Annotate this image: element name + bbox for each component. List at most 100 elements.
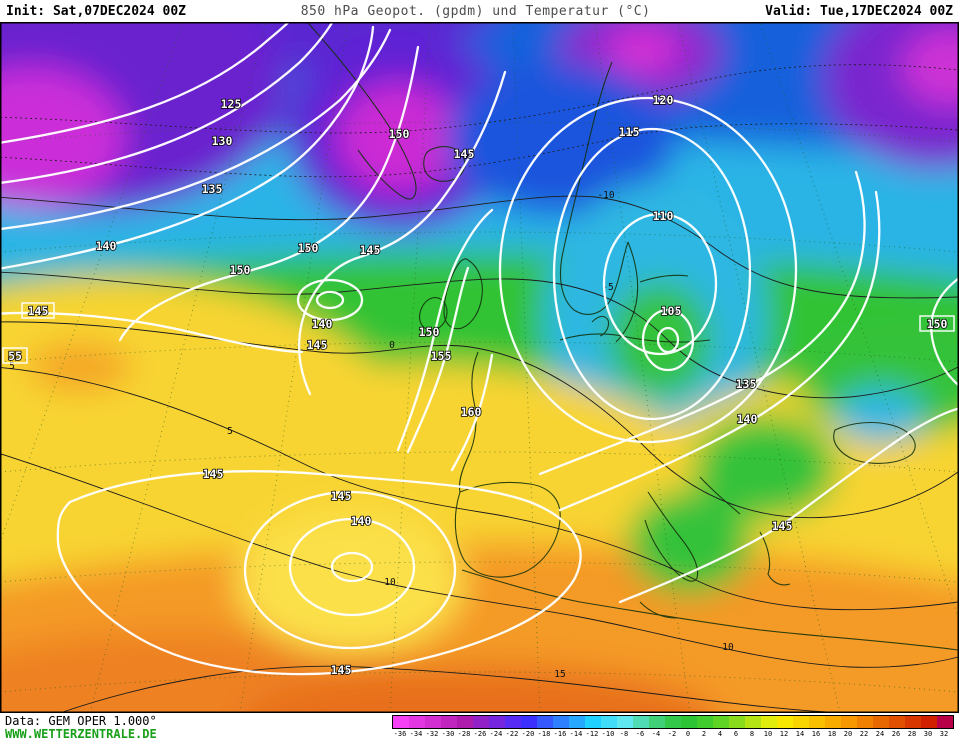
legend-swatch	[793, 716, 809, 728]
legend-swatch	[729, 716, 745, 728]
legend-tick: 10	[763, 730, 773, 738]
legend-swatch	[441, 716, 457, 728]
legend-tick: 2	[701, 730, 707, 738]
geopotential-label: 55	[8, 349, 22, 363]
legend-ticks: -36 -34 -32 -30 -28 -26 -24 -22 -20 -18 -16 -14 -12-…	[392, 729, 954, 739]
legend-tick: -10	[601, 730, 615, 738]
contour-label-box	[21, 302, 55, 319]
legend-swatch	[473, 716, 489, 728]
legend-tick: -6	[635, 730, 645, 738]
legend-tick: 0	[685, 730, 691, 738]
legend-tick: -36	[393, 730, 407, 738]
legend-swatch	[761, 716, 777, 728]
legend-tick: 14	[795, 730, 805, 738]
legend-tick: -4	[651, 730, 661, 738]
contour-label-box	[2, 347, 28, 364]
geopotential-label: 145	[454, 147, 475, 161]
legend-swatch	[617, 716, 633, 728]
geopotential-label: 140	[312, 317, 333, 331]
legend-swatch	[873, 716, 889, 728]
legend-tick: 18	[827, 730, 837, 738]
temperature-field	[0, 22, 959, 713]
legend-tick: 28	[907, 730, 917, 738]
legend-swatch	[393, 716, 409, 728]
legend-tick: -20	[521, 730, 535, 738]
legend-swatch	[921, 716, 937, 728]
legend-tick: 26	[891, 730, 901, 738]
geopotential-label: 105	[661, 304, 682, 318]
geopotential-label: 145	[203, 467, 224, 481]
legend-swatch	[521, 716, 537, 728]
legend-tick: -14	[569, 730, 583, 738]
legend-tick: -34	[409, 730, 423, 738]
legend-tick: 24	[875, 730, 885, 738]
coastlines	[306, 22, 959, 651]
legend-swatch	[905, 716, 921, 728]
legend-tick: 30	[923, 730, 933, 738]
legend-tick: 16	[811, 730, 821, 738]
temperature-label: 15	[554, 669, 565, 680]
footer-bar: Data: GEM OPER 1.000° WWW.WETTERZENTRALE…	[0, 713, 959, 741]
legend-swatch	[697, 716, 713, 728]
geopotential-label: 145	[360, 243, 381, 257]
legend-swatch	[505, 716, 521, 728]
legend-swatch	[841, 716, 857, 728]
website-link[interactable]: WWW.WETTERZENTRALE.DE	[5, 727, 157, 741]
legend-swatch	[553, 716, 569, 728]
chart-title: 850 hPa Geopot. (gpdm) und Temperatur (°…	[300, 3, 651, 19]
legend-swatch	[425, 716, 441, 728]
legend-tick: -16	[553, 730, 567, 738]
legend-swatch	[889, 716, 905, 728]
geopotential-label: 150	[389, 127, 410, 141]
legend-tick: 32	[939, 730, 949, 738]
geopotential-label: 135	[202, 182, 223, 196]
legend-tick: -12	[585, 730, 599, 738]
map-border	[0, 22, 959, 713]
legend-swatch	[713, 716, 729, 728]
geopotential-label: 140	[96, 239, 117, 253]
legend-swatches	[392, 715, 954, 729]
geopotential-label: 145	[772, 519, 793, 533]
temperature-label: 0	[389, 340, 395, 351]
legend-tick: -26	[473, 730, 487, 738]
geopotential-label: 120	[653, 93, 674, 107]
legend-swatch	[681, 716, 697, 728]
legend-swatch	[601, 716, 617, 728]
temperature-label: 10	[384, 577, 396, 588]
legend-tick: -30	[441, 730, 455, 738]
legend-swatch	[457, 716, 473, 728]
contour-label-box	[919, 315, 955, 332]
map-area: -10 -5 0 5 5 10 10 15	[0, 22, 959, 713]
temperature-label: 10	[722, 642, 734, 653]
legend-tick: -28	[457, 730, 471, 738]
geopotential-label: 145	[28, 304, 49, 318]
legend-swatch	[585, 716, 601, 728]
legend-swatch	[489, 716, 505, 728]
geopotential-label: 150	[298, 241, 319, 255]
legend-tick: -22	[505, 730, 519, 738]
geopotential-label: 145	[307, 338, 328, 352]
geopotential-label: 130	[212, 134, 233, 148]
legend-swatch	[665, 716, 681, 728]
weather-map: -10 -5 0 5 5 10 10 15	[0, 22, 959, 713]
geopotential-label: 145	[331, 663, 352, 677]
legend-swatch	[633, 716, 649, 728]
temperature-label: 5	[9, 361, 15, 372]
legend-swatch	[649, 716, 665, 728]
legend-tick: 12	[779, 730, 789, 738]
header-bar: Init: Sat,07DEC2024 00Z 850 hPa Geopot. …	[0, 0, 959, 22]
geopotential-label: 125	[221, 97, 242, 111]
legend-swatch	[777, 716, 793, 728]
legend-swatch	[857, 716, 873, 728]
temperature-label: -5	[602, 282, 613, 293]
legend-tick: -18	[537, 730, 551, 738]
geopotential-label: 140	[351, 514, 372, 528]
geopotential-label: 145	[331, 489, 352, 503]
legend-swatch	[569, 716, 585, 728]
legend-tick: 8	[749, 730, 755, 738]
temperature-label: 5	[227, 426, 233, 437]
init-time-label: Init: Sat,07DEC2024 00Z	[6, 3, 187, 19]
geopotential-label: 140	[737, 412, 758, 426]
legend-tick: 20	[843, 730, 853, 738]
